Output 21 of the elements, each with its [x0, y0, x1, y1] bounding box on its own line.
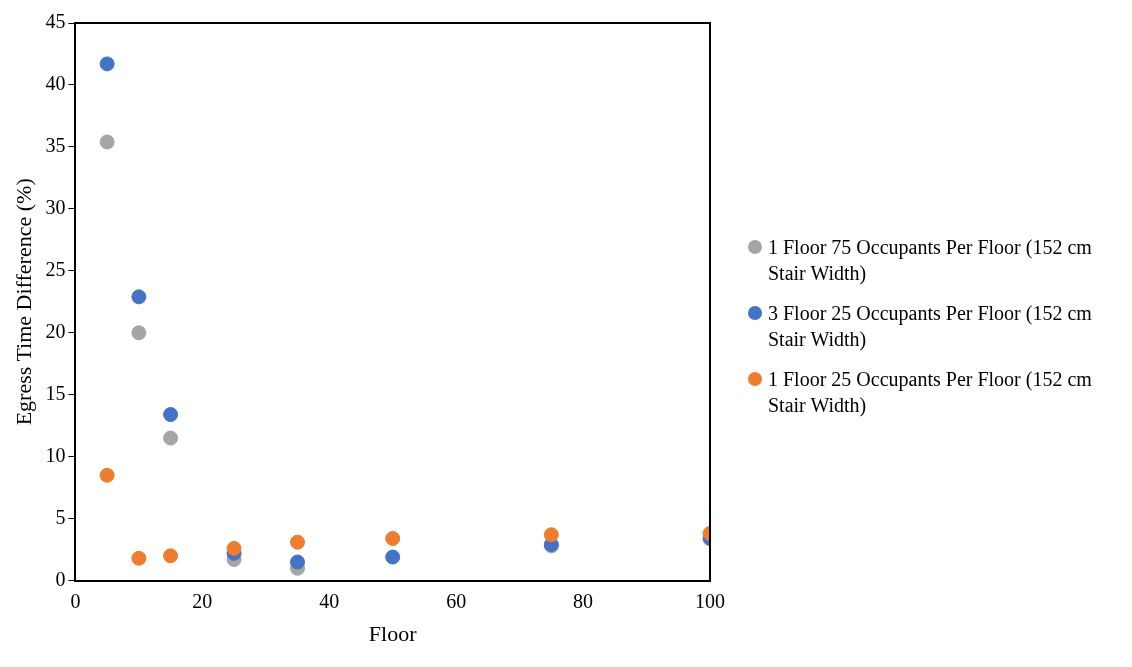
- y-tick-label: 30: [45, 196, 66, 219]
- y-tick-label: 25: [45, 258, 66, 281]
- x-tick-label: 100: [695, 589, 725, 612]
- y-tick-label: 35: [45, 134, 66, 157]
- x-axis-title: Floor: [368, 620, 418, 646]
- y-tick-label: 5: [55, 505, 66, 528]
- legend-label: 3 Floor 25 Occupants Per Floor (152 cm Stair Width): [768, 301, 1093, 352]
- x-tick-label: 0: [70, 589, 81, 612]
- y-tick-label: 40: [45, 72, 66, 95]
- y-tick-label: 15: [45, 381, 66, 404]
- y-axis-title: Egress Time Difference (%): [10, 178, 36, 426]
- x-tick-label: 80: [573, 589, 594, 612]
- y-tick-label: 20: [45, 320, 66, 343]
- y-tick-label: 10: [45, 443, 66, 466]
- y-tick-label: 45: [45, 10, 66, 33]
- x-tick-label: 20: [192, 589, 213, 612]
- legend-label: 1 Floor 25 Occupants Per Floor (152 cm Stair Width): [768, 367, 1093, 418]
- legend-label: 1 Floor 75 Occupants Per Floor (152 cm Stair Width): [768, 235, 1093, 286]
- x-tick-label: 60: [446, 589, 467, 612]
- x-tick-label: 40: [319, 589, 340, 612]
- y-tick-label: 0: [55, 567, 66, 590]
